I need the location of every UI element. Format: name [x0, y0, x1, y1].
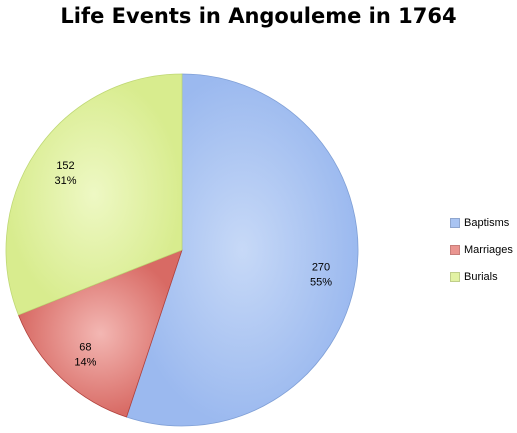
pie-slice-baptisms: [126, 73, 359, 427]
data-label-value-burials: 152: [56, 160, 74, 172]
legend-swatch-baptisms: [450, 218, 460, 228]
legend-item-marriages: Marriages: [450, 243, 513, 257]
legend-item-burials: Burials: [450, 270, 513, 284]
pie-slice-marriages: [17, 249, 183, 418]
legend: Baptisms Marriages Burials: [450, 216, 513, 297]
legend-swatch-burials: [450, 272, 460, 282]
data-label-percent-burials: 31%: [54, 175, 76, 187]
legend-label-marriages: Marriages: [464, 244, 513, 256]
legend-item-baptisms: Baptisms: [450, 216, 513, 230]
legend-label-baptisms: Baptisms: [464, 217, 510, 229]
pie-slice-burials: [5, 73, 183, 316]
legend-label-burials: Burials: [464, 271, 498, 283]
chart-title: Life Events in Angouleme in 1764: [60, 4, 457, 28]
data-label-percent-baptisms: 55%: [310, 276, 332, 288]
data-label-percent-marriages: 14%: [74, 356, 96, 368]
data-label-value-baptisms: 270: [312, 261, 330, 273]
data-label-value-marriages: 68: [79, 341, 91, 353]
legend-swatch-marriages: [450, 245, 460, 255]
